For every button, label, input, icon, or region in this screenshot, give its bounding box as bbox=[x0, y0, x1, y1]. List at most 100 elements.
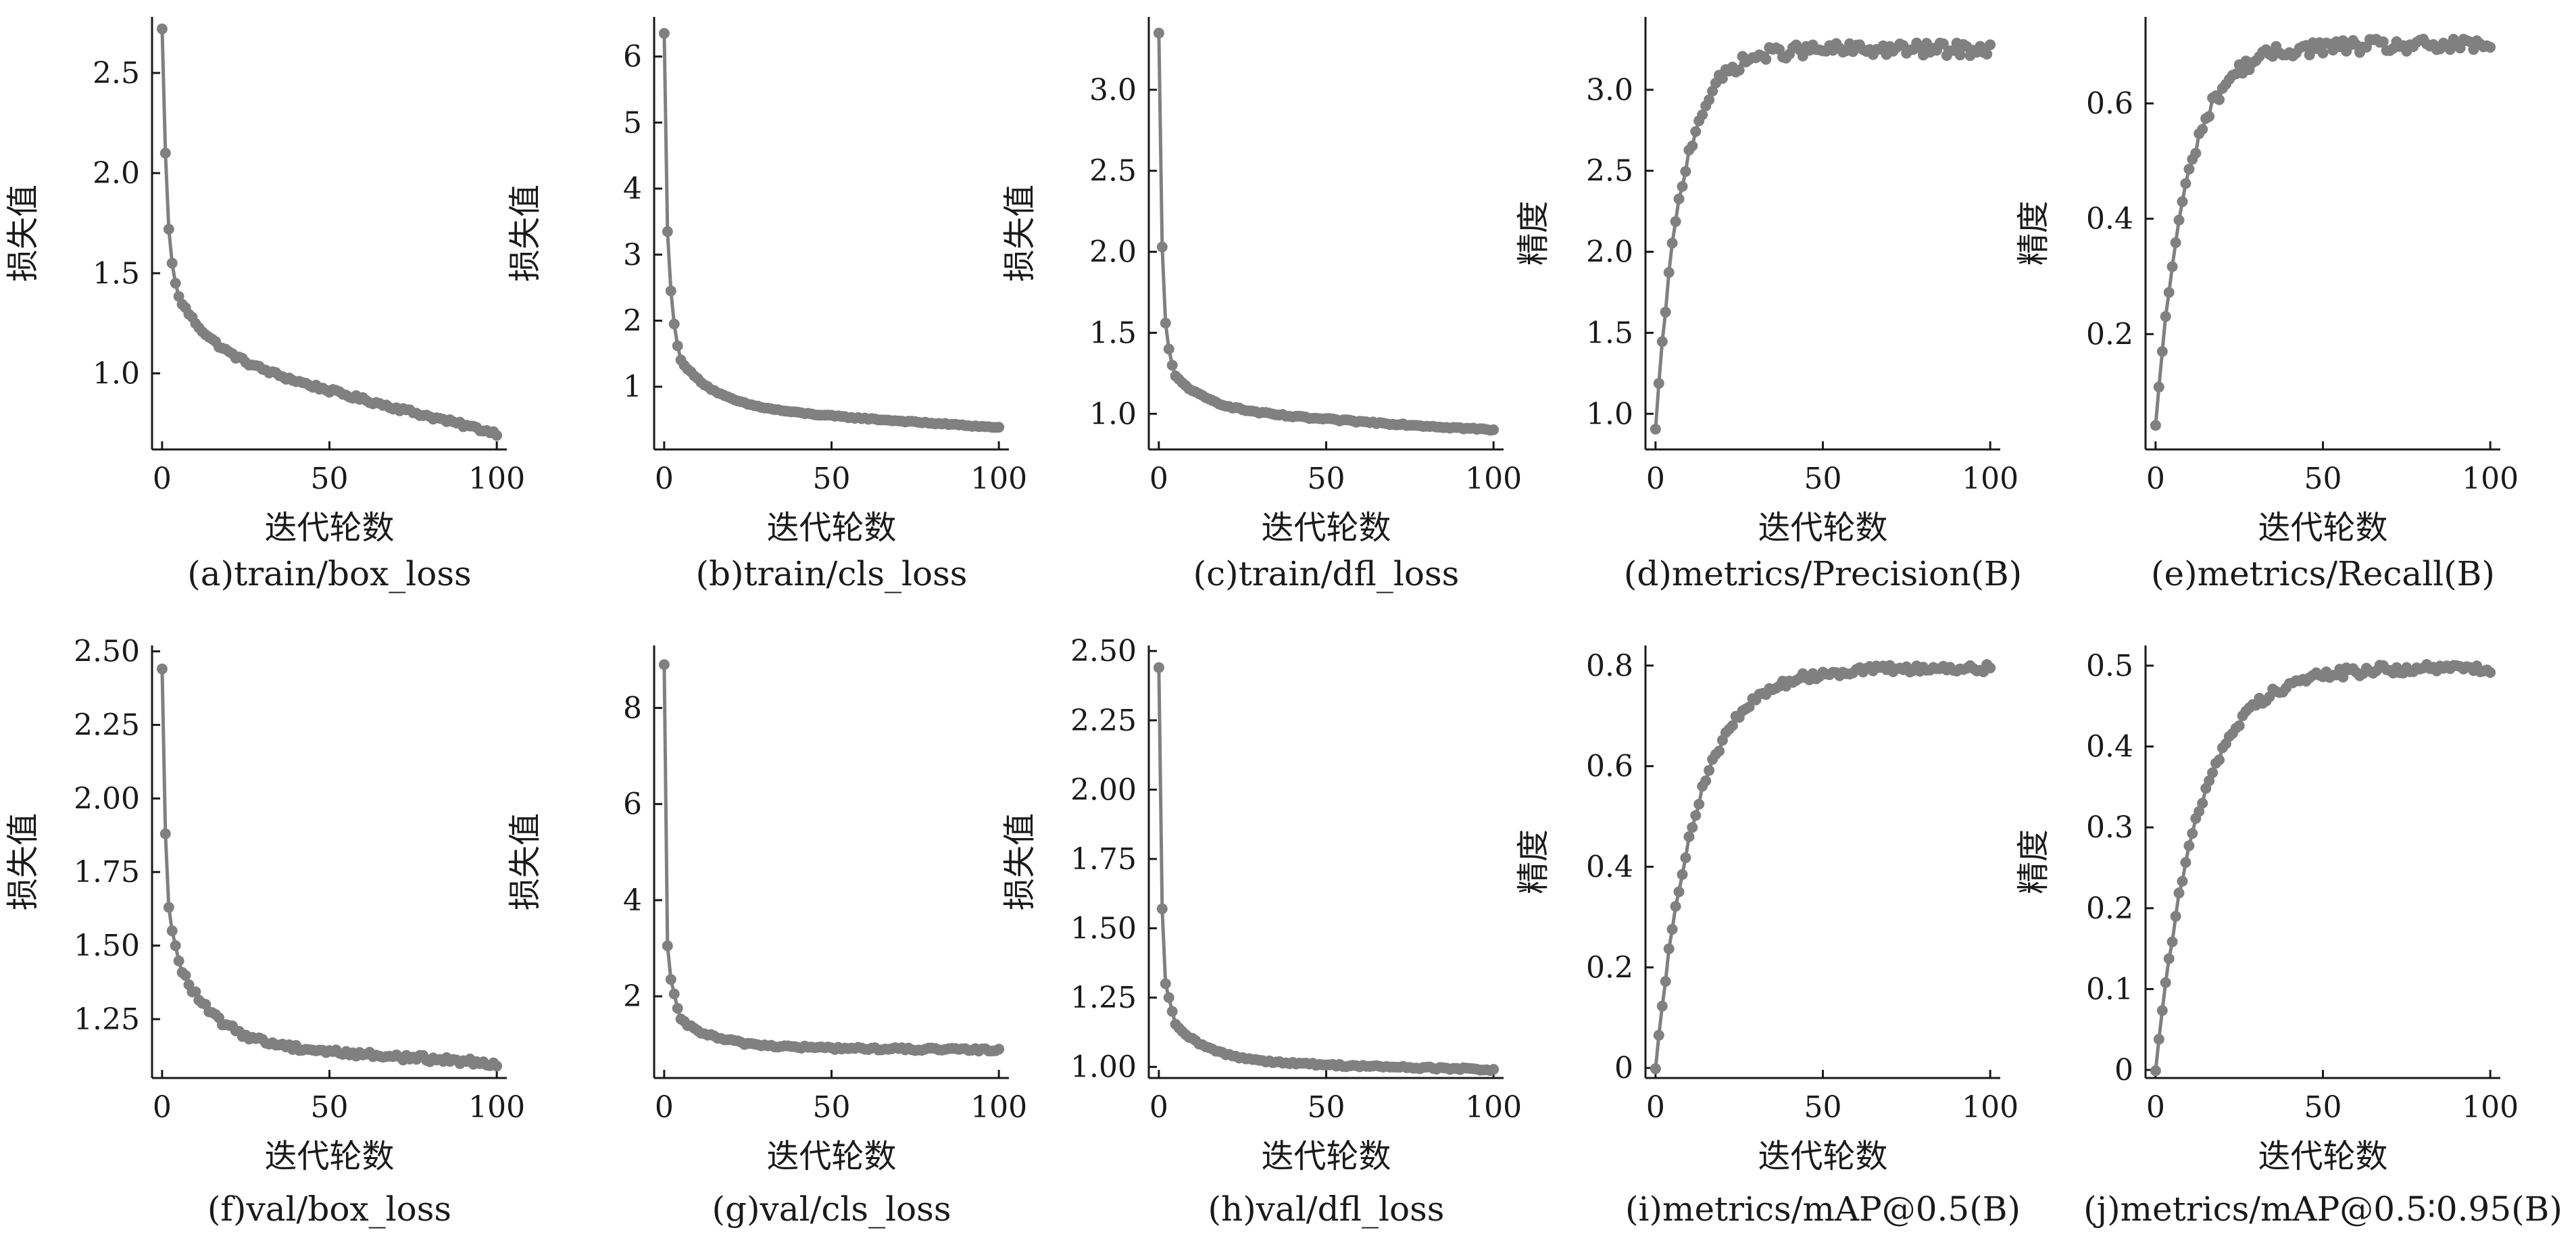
x-tick-label: 0 bbox=[1646, 462, 1665, 496]
x-tick-label: 50 bbox=[1804, 1090, 1842, 1125]
data-point bbox=[1687, 140, 1698, 151]
y-tick-label: 1.50 bbox=[74, 929, 140, 963]
data-point bbox=[1650, 424, 1661, 435]
data-point bbox=[159, 828, 171, 839]
x-tick-label: 100 bbox=[2462, 462, 2519, 496]
x-tick-label: 0 bbox=[1149, 462, 1168, 496]
y-tick-label: 0.6 bbox=[1586, 750, 1633, 784]
x-axis-title: 迭代轮数 bbox=[1261, 509, 1391, 547]
chart-caption: (g)val/cls_loss bbox=[712, 1190, 951, 1229]
data-point bbox=[2163, 953, 2175, 964]
x-tick-label: 100 bbox=[1962, 1090, 2018, 1125]
data-point bbox=[1707, 85, 1718, 97]
data-point bbox=[1680, 852, 1691, 864]
data-point bbox=[672, 340, 683, 351]
x-tick-label: 50 bbox=[2304, 1090, 2342, 1125]
x-tick-label: 0 bbox=[655, 1090, 674, 1125]
data-point bbox=[159, 147, 171, 159]
data-point bbox=[2166, 936, 2178, 948]
y-tick-label: 0.5 bbox=[2086, 649, 2133, 683]
data-point bbox=[2183, 164, 2195, 175]
data-point bbox=[1666, 237, 1678, 249]
x-tick-label: 50 bbox=[1308, 462, 1345, 496]
data-point bbox=[2197, 124, 2208, 135]
data-point bbox=[1670, 901, 1681, 912]
data-point bbox=[1653, 378, 1664, 389]
data-point bbox=[2180, 178, 2191, 189]
data-point bbox=[2207, 767, 2219, 779]
data-point bbox=[2173, 214, 2185, 226]
data-point bbox=[166, 258, 178, 269]
data-point bbox=[2156, 1005, 2168, 1017]
data-point bbox=[2177, 875, 2188, 887]
y-axis-title: 损失值 bbox=[4, 185, 42, 282]
data-point bbox=[2485, 667, 2496, 678]
data-point bbox=[1704, 94, 1715, 105]
data-point bbox=[1160, 978, 1171, 989]
data-point bbox=[993, 422, 1005, 433]
data-point bbox=[1160, 318, 1171, 328]
data-point bbox=[2194, 806, 2205, 817]
y-tick-label: 0.4 bbox=[2086, 730, 2133, 764]
x-tick-label: 100 bbox=[970, 462, 1027, 496]
data-point bbox=[658, 28, 670, 39]
y-tick-label: 0.2 bbox=[2086, 317, 2133, 351]
data-point bbox=[1666, 924, 1678, 935]
x-tick-label: 100 bbox=[1465, 462, 1522, 496]
data-point bbox=[1156, 903, 1168, 914]
data-point bbox=[491, 1060, 503, 1072]
y-tick-label: 1.5 bbox=[1089, 316, 1137, 350]
data-point bbox=[2337, 671, 2349, 683]
data-point bbox=[662, 226, 673, 237]
x-tick-label: 0 bbox=[1149, 1090, 1168, 1125]
x-axis-title: 迭代轮数 bbox=[1758, 509, 1887, 547]
y-tick-label: 0.6 bbox=[2086, 87, 2133, 121]
data-point bbox=[156, 23, 168, 34]
data-point bbox=[993, 1044, 1005, 1055]
chart-caption: (e)metrics/Recall(B) bbox=[2151, 554, 2495, 593]
data-point bbox=[2160, 311, 2171, 322]
y-tick-label: 3.0 bbox=[1586, 73, 1633, 107]
data-point bbox=[2214, 754, 2225, 766]
data-point bbox=[491, 430, 503, 441]
data-point bbox=[2166, 261, 2178, 272]
data-point bbox=[665, 974, 676, 985]
y-tick-label: 0.4 bbox=[1586, 850, 1633, 884]
data-point bbox=[1488, 424, 1500, 435]
y-axis-title: 精度 bbox=[2014, 201, 2052, 266]
y-tick-label: 0.1 bbox=[2086, 972, 2133, 1006]
y-tick-label: 2 bbox=[623, 979, 642, 1014]
data-point bbox=[1166, 1006, 1178, 1017]
data-point bbox=[1937, 38, 1949, 49]
data-point bbox=[1690, 126, 1702, 137]
chart-caption: (d)metrics/Precision(B) bbox=[1623, 554, 2023, 593]
x-tick-label: 0 bbox=[655, 462, 674, 496]
x-axis-title: 迭代轮数 bbox=[2258, 509, 2387, 547]
data-point bbox=[2180, 857, 2191, 868]
data-point bbox=[2177, 196, 2188, 207]
data-point bbox=[2163, 287, 2175, 298]
y-axis-title: 精度 bbox=[1514, 201, 1552, 266]
data-point bbox=[190, 986, 201, 998]
x-axis-title: 迭代轮数 bbox=[2258, 1137, 2387, 1175]
data-point bbox=[2485, 42, 2496, 53]
data-point bbox=[1660, 306, 1671, 318]
data-point bbox=[1656, 1000, 1668, 1012]
data-point bbox=[1660, 976, 1671, 987]
data-point bbox=[658, 659, 670, 670]
data-point bbox=[668, 988, 680, 1000]
data-point bbox=[1673, 193, 1685, 205]
data-point bbox=[1985, 39, 1996, 51]
x-tick-label: 100 bbox=[1962, 462, 2018, 496]
data-point bbox=[2153, 381, 2164, 393]
data-point bbox=[1727, 720, 1738, 731]
